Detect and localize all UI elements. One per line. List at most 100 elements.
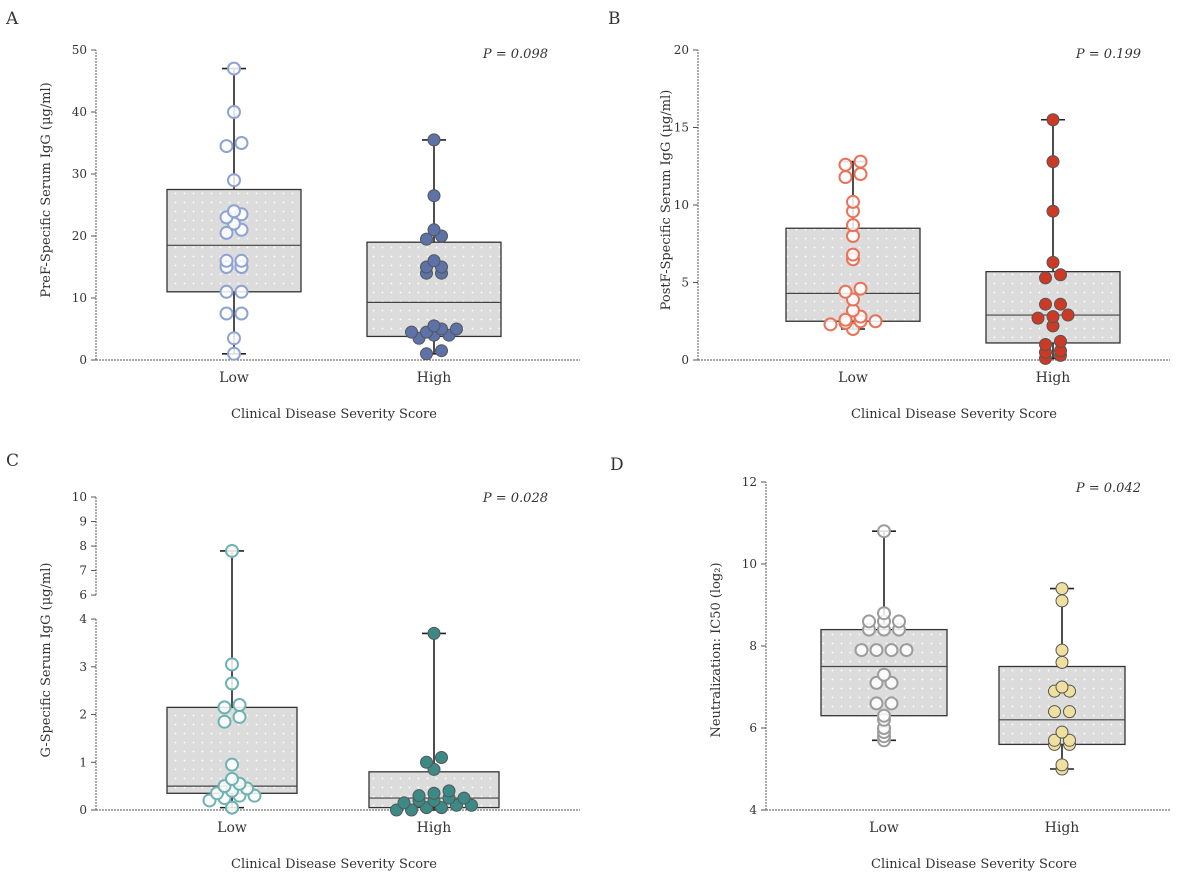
data-point-high <box>427 223 441 237</box>
data-point-high <box>420 232 433 246</box>
data-point-low <box>225 543 239 558</box>
xlabel-a: Clinical Disease Severity Score <box>231 407 437 422</box>
panel-d: D P = 0.042 Neutralization: IC50 (log₂) … <box>610 455 1170 872</box>
ylabel-c: G-Specific Serum IgG (μg/ml) <box>39 563 54 758</box>
data-point-low <box>234 253 249 268</box>
data-point-low <box>227 331 241 346</box>
plot-area-c: 0 1 2 3 4 6 7 8 9 10 Low High <box>72 490 580 836</box>
y-tick-label: 10 <box>674 198 689 212</box>
data-point-low <box>225 771 239 786</box>
y-tick-label: 4 <box>79 612 87 626</box>
data-point-high <box>457 791 471 805</box>
data-point-high <box>1039 271 1052 285</box>
data-point-high <box>420 347 433 361</box>
pvalue-c: P = 0.028 <box>482 491 548 506</box>
data-point-high <box>1054 334 1067 348</box>
data-point-high <box>1046 310 1060 324</box>
plot-area-d: 4 6 8 10 12 Low High <box>742 475 1170 836</box>
data-point-high <box>1055 655 1069 669</box>
data-point-high <box>1046 255 1060 269</box>
data-point-low <box>234 136 249 150</box>
data-point-low <box>823 317 838 332</box>
y-tick-label: 15 <box>674 121 689 135</box>
data-point-low <box>227 105 241 119</box>
y-tick-label: 20 <box>674 43 689 57</box>
data-point-low <box>838 284 853 299</box>
data-point-high <box>442 784 456 798</box>
data-point-high <box>1063 705 1076 719</box>
data-point-high <box>1054 268 1067 282</box>
data-point-high <box>1046 113 1060 127</box>
data-point-low <box>853 167 868 181</box>
data-point-low <box>838 312 853 327</box>
panel-c: C P = 0.028 G-Specific Serum IgG (μg/ml)… <box>6 451 580 872</box>
data-point-high <box>427 626 441 640</box>
data-point-high <box>420 755 433 769</box>
data-point-low <box>853 154 868 169</box>
data-point-high <box>1063 733 1076 747</box>
ylabel-a: PreF-Specific Serum IgG (μg/ml) <box>39 82 54 297</box>
y-tick-label: 50 <box>72 43 87 57</box>
data-point-high <box>1048 705 1061 719</box>
y-tick-label: 5 <box>681 276 689 290</box>
data-point-high <box>1061 308 1075 322</box>
panel-letter-a: A <box>5 9 19 29</box>
data-point-low <box>892 614 906 629</box>
data-point-high <box>1046 155 1060 169</box>
data-point-low <box>877 524 891 539</box>
y-tick-label: 30 <box>72 167 87 181</box>
data-point-low <box>219 253 234 268</box>
data-point-high <box>427 786 441 800</box>
data-point-high <box>1039 338 1052 351</box>
y-tick-label: 6 <box>749 721 757 735</box>
data-point-low <box>877 606 891 621</box>
data-point-high <box>427 189 441 203</box>
data-point-low <box>862 614 876 629</box>
panel-letter-c: C <box>6 451 19 471</box>
data-point-high <box>450 322 463 336</box>
data-point-high <box>435 344 448 358</box>
y-tick-label: 10 <box>742 557 757 571</box>
data-point-low <box>853 281 868 296</box>
data-point-low <box>869 643 884 658</box>
y-tick-label: 40 <box>72 105 87 119</box>
pvalue-d: P = 0.042 <box>1075 481 1141 496</box>
data-point-low <box>846 194 860 209</box>
data-point-low <box>868 314 883 329</box>
category-label-low: Low <box>219 370 249 386</box>
data-point-low <box>838 170 853 185</box>
data-point-low <box>234 306 249 321</box>
data-point-high <box>1055 643 1069 657</box>
pvalue-b: P = 0.199 <box>1075 47 1141 62</box>
data-point-low <box>899 643 914 658</box>
y-tick-label: 1 <box>79 755 87 769</box>
data-point-low <box>219 225 234 240</box>
data-point-low <box>877 708 891 723</box>
data-point-low <box>227 346 241 361</box>
data-point-low <box>219 306 234 321</box>
y-tick-label: 0 <box>79 803 87 817</box>
y-tick-label: 0 <box>681 353 689 367</box>
data-point-high <box>427 319 441 333</box>
category-label-low: Low <box>869 820 899 836</box>
category-label-high: High <box>1036 370 1071 386</box>
data-point-low <box>869 696 884 711</box>
data-point-low <box>225 676 239 691</box>
panel-b: B P = 0.199 PostF-Specific Serum IgG (μg… <box>608 9 1170 422</box>
data-point-low <box>225 657 239 672</box>
y-tick-label: 8 <box>79 539 87 553</box>
y-tick-label: 12 <box>742 475 757 489</box>
pvalue-a: P = 0.098 <box>482 47 548 62</box>
data-point-low <box>877 667 891 682</box>
xlabel-b: Clinical Disease Severity Score <box>851 407 1057 422</box>
y-tick-label: 9 <box>79 515 87 529</box>
data-point-high <box>1046 204 1060 218</box>
data-point-high <box>1039 297 1052 311</box>
data-point-low <box>227 204 241 219</box>
data-point-high <box>1031 311 1045 325</box>
ylabel-d: Neutralization: IC50 (log₂) <box>709 562 724 737</box>
data-point-low <box>854 643 869 658</box>
data-point-high <box>1055 758 1069 772</box>
data-point-high <box>1055 725 1069 739</box>
